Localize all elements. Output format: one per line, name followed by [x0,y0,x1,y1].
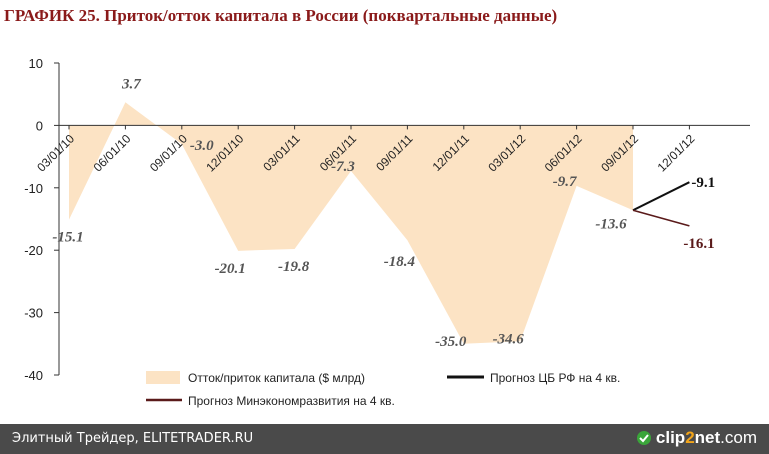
data-label: 3.7 [121,76,141,92]
legend-label-mer-forecast: Прогноз Минэкономразвития на 4 кв. [188,394,395,408]
area-series-capital-flow [69,102,633,344]
y-tick-label: 0 [36,118,43,133]
y-tick-label: 10 [29,56,43,71]
legend-label-capital-flow: Отток/приток капитала ($ млрд) [188,371,365,385]
data-label: -7.3 [331,159,355,175]
data-label-mer-forecast: -16.1 [683,236,714,252]
data-label: -3.0 [190,138,214,154]
clip2net-icon [636,431,651,445]
x-tick-label: 09/01/10 [147,131,190,174]
clip2net-logo: clip2net.com [636,428,757,448]
footer-bar: Элитный Трейдер, ELITETRADER.RU clip2net… [0,424,769,454]
logo-part-clip: clip [655,428,686,447]
logo-part-net: net [694,428,721,447]
data-label: -34.6 [493,331,525,347]
data-label: -13.6 [595,216,627,232]
y-tick-label: -40 [24,368,43,383]
data-label: -9.7 [553,174,577,190]
chart-title: ГРАФИК 25. Приток/отток капитала в Росси… [4,6,558,25]
legend-swatch-capital-flow [146,371,180,384]
forecast-line-mer [632,209,690,227]
data-label-cbr-forecast: -9.1 [691,175,715,191]
y-tick-label: -20 [24,243,43,258]
data-label: -18.4 [384,254,416,270]
logo-part-suffix: .com [720,428,757,447]
y-tick-label: -10 [24,181,43,196]
data-label: -20.1 [215,261,246,277]
data-label: -15.1 [52,230,83,246]
footer-source-text: Элитный Трейдер, ELITETRADER.RU [12,431,254,446]
y-tick-label: -30 [24,306,43,321]
legend-label-cbr-forecast: Прогноз ЦБ РФ на 4 кв. [490,371,620,385]
forecast-line-cbr [632,181,690,212]
logo-part-2: 2 [685,428,695,447]
data-label: -19.8 [278,259,310,275]
x-tick-label: 12/01/12 [655,131,698,174]
data-label: -35.0 [435,334,467,350]
